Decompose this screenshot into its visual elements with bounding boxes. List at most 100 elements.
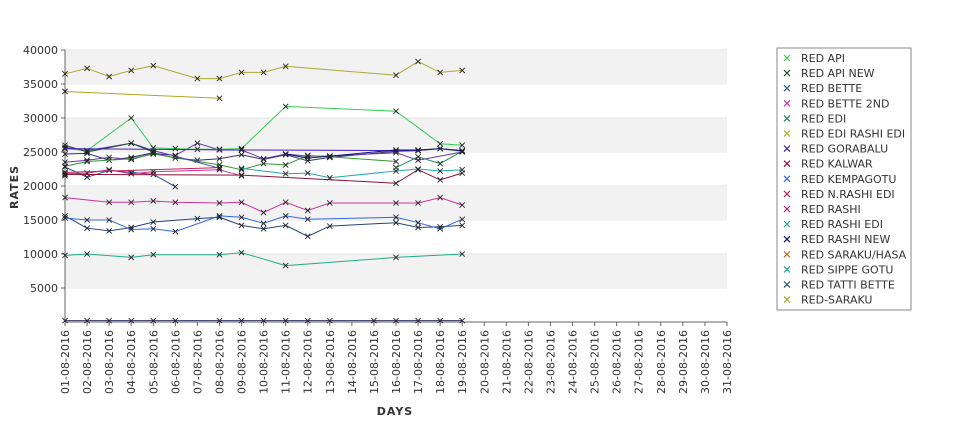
legend: RED API RED API NEW RED BETTE RED BETTE 2ND…: [776, 47, 912, 311]
legend-entry: RED API: [801, 52, 845, 65]
x-tick-label: 27-08-2016: [633, 330, 646, 394]
legend-marker: [783, 145, 791, 153]
data-point-marker: [282, 103, 289, 110]
x-tick-label: 28-08-2016: [655, 330, 668, 394]
x-tick-label: 22-08-2016: [522, 330, 535, 394]
legend-box: [776, 47, 912, 311]
data-point-marker: [437, 317, 444, 324]
data-point-marker: [216, 95, 223, 102]
series-red-bette-2nd: [62, 194, 466, 216]
data-point-marker: [393, 108, 399, 115]
series-red-rashi: [62, 172, 68, 179]
data-point-marker: [84, 149, 90, 155]
x-tick-label: 02-08-2016: [81, 330, 94, 394]
data-point-marker: [459, 166, 466, 173]
data-point-marker: [172, 145, 179, 152]
series-line: [395, 150, 463, 169]
data-point-marker: [238, 222, 245, 229]
data-point-marker: [62, 213, 68, 219]
extra-series-line: [62, 213, 466, 240]
y-axis-ticks: 5000 10000 15000 20000 25000 30000 35000 40000: [23, 44, 65, 295]
data-point-marker: [260, 69, 267, 76]
y-tick-label: 25000: [23, 146, 58, 159]
data-point-marker: [150, 219, 157, 225]
data-point-marker: [238, 317, 245, 324]
data-point-marker: [437, 168, 444, 174]
legend-marker: [783, 205, 791, 213]
data-point-marker: [393, 168, 399, 174]
data-point-marker: [282, 162, 289, 168]
series-red-gorabalu: [62, 145, 421, 154]
data-point-marker: [150, 198, 157, 204]
data-point-marker: [216, 317, 223, 324]
series-red-sippe-gotu: [238, 165, 466, 181]
x-tick-label: 26-08-2016: [611, 330, 624, 394]
x-tick-label: 12-08-2016: [302, 330, 315, 394]
legend-entry: RED SARAKU/HASA: [801, 248, 907, 261]
data-point-marker: [106, 317, 113, 324]
legend-marker: [783, 54, 791, 62]
x-tick-label: 29-08-2016: [677, 330, 690, 394]
y-tick-label: 20000: [23, 180, 58, 193]
data-point-marker: [150, 251, 157, 258]
data-point-marker: [326, 223, 333, 230]
data-point-marker: [393, 180, 399, 187]
data-point-marker: [459, 251, 466, 257]
series-line: [64, 167, 220, 173]
data-point-marker: [194, 140, 201, 147]
x-axis-title: DAYS: [377, 405, 413, 418]
data-point-marker: [393, 200, 399, 206]
y-tick-label: 30000: [23, 112, 58, 125]
legend-marker: [783, 250, 791, 258]
legend-entry: RED BETTE: [801, 82, 862, 95]
data-point-marker: [415, 317, 421, 324]
data-point-marker: [84, 158, 90, 165]
data-point-marker: [304, 157, 311, 164]
data-point-marker: [238, 165, 245, 172]
x-tick-label: 07-08-2016: [191, 330, 204, 394]
data-point-marker: [84, 251, 90, 257]
data-point-marker: [62, 194, 68, 201]
legend-marker: [783, 281, 791, 288]
x-tick-label: 18-08-2016: [434, 330, 447, 394]
legend-marker: [783, 69, 791, 77]
series-red-edi: [393, 148, 466, 171]
data-point-marker: [150, 317, 157, 324]
data-point-marker: [172, 183, 179, 190]
legend-entry: RED TATTI BETTE: [801, 279, 895, 292]
data-point-marker: [415, 153, 421, 160]
series-red-rashi-edi: [62, 249, 466, 269]
data-point-marker: [437, 69, 444, 76]
data-point-marker: [393, 72, 399, 79]
data-point-marker: [128, 67, 135, 74]
data-point-marker: [62, 215, 68, 221]
legend-marker: [783, 175, 791, 183]
data-point-marker: [415, 147, 421, 154]
data-point-marker: [304, 233, 311, 240]
data-point-marker: [326, 153, 333, 159]
x-tick-label: 05-08-2016: [147, 330, 160, 394]
legend-entry: RED API NEW: [801, 67, 875, 80]
x-tick-label: 23-08-2016: [544, 330, 557, 394]
data-point-marker: [238, 214, 245, 221]
data-point-marker: [238, 172, 245, 179]
data-point-marker: [459, 142, 466, 149]
data-point-marker: [216, 200, 223, 206]
data-point-marker: [62, 172, 68, 179]
data-point-marker: [260, 225, 267, 232]
y-tick-label: 15000: [23, 214, 58, 227]
x-tick-label: 10-08-2016: [258, 330, 271, 394]
data-point-marker: [128, 115, 135, 121]
series-line: [64, 91, 220, 99]
data-point-marker: [304, 155, 311, 162]
data-point-marker: [106, 154, 113, 161]
data-point-marker: [128, 254, 135, 261]
data-point-marker: [216, 251, 223, 258]
y-tick-label: 40000: [23, 44, 58, 57]
data-point-marker: [260, 160, 267, 167]
data-point-marker: [393, 214, 399, 221]
data-point-marker: [84, 65, 90, 72]
data-point-marker: [282, 199, 289, 206]
data-point-marker: [393, 147, 399, 153]
